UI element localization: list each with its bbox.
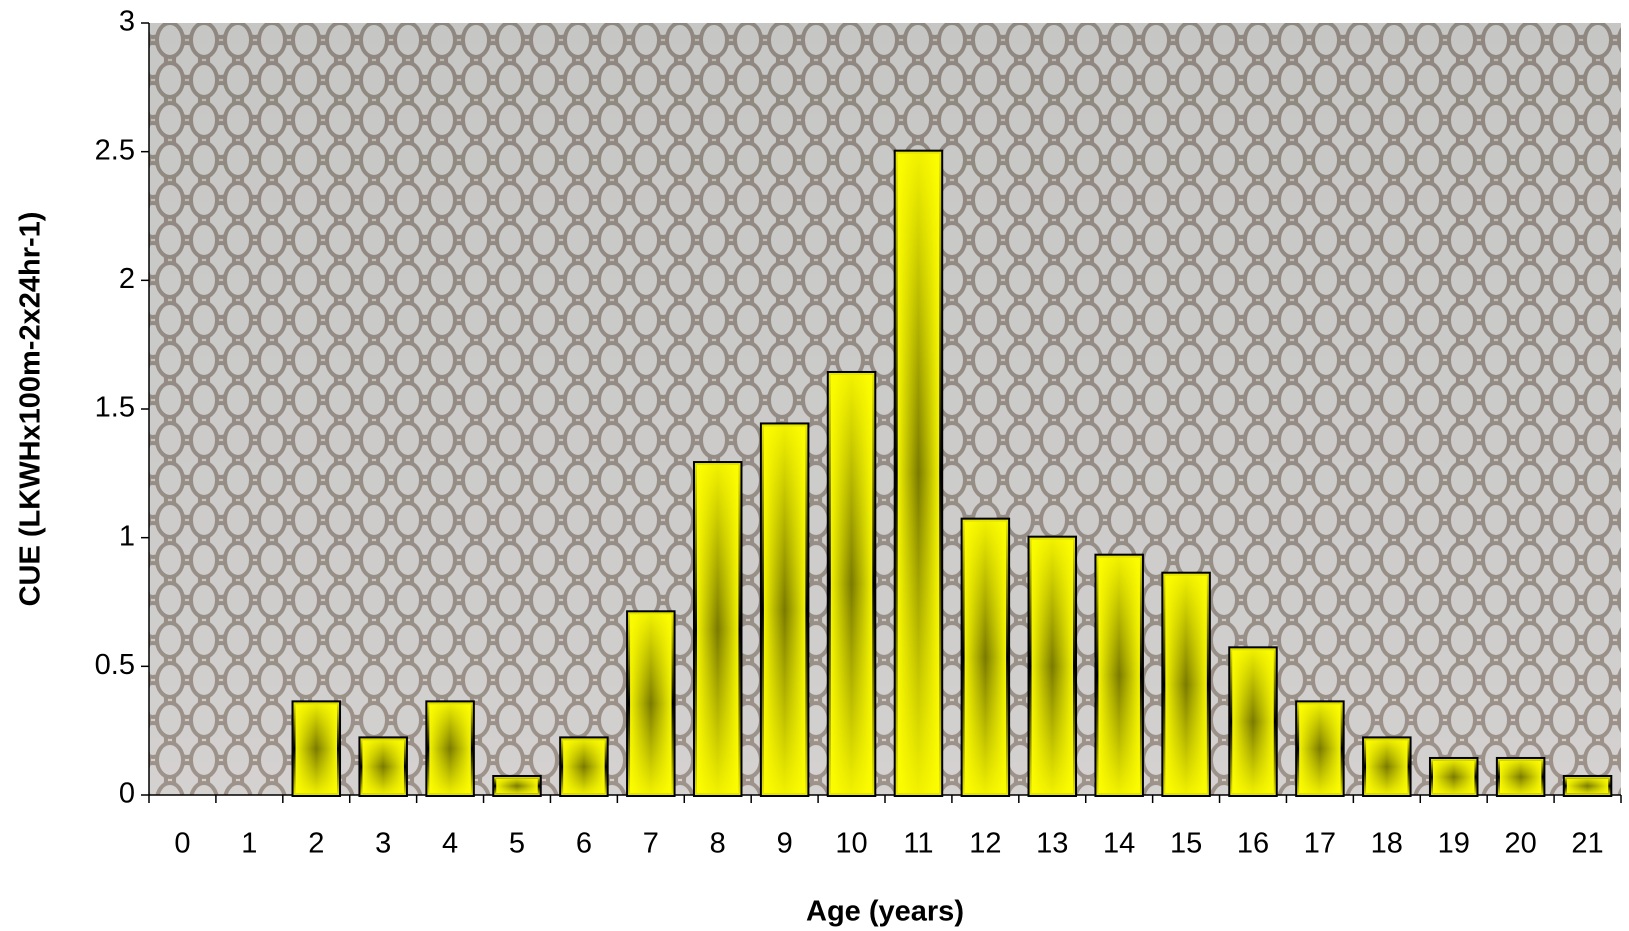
- y-tick-label: 3: [119, 6, 135, 38]
- x-tick-label: 9: [777, 828, 793, 860]
- plot-texture: [149, 23, 1621, 795]
- bar-shine: [895, 151, 942, 795]
- bar-shine: [1364, 738, 1410, 795]
- bar-shine: [1297, 702, 1343, 795]
- bar-shine: [427, 702, 473, 795]
- bar-shine: [694, 463, 741, 795]
- x-tick-label: 4: [442, 828, 458, 860]
- x-tick-label: 2: [308, 828, 324, 860]
- x-tick-label: 0: [174, 828, 190, 860]
- bar-shine: [1430, 758, 1477, 795]
- x-tick-label: 3: [375, 828, 391, 860]
- x-tick-label: 17: [1304, 828, 1336, 860]
- x-tick-label: 12: [969, 828, 1001, 860]
- bar-shine: [1163, 573, 1209, 795]
- y-tick-label: 0.5: [95, 649, 135, 681]
- bar-shine: [494, 776, 540, 795]
- bar-shine: [1230, 648, 1276, 795]
- x-tick-label: 14: [1103, 828, 1135, 860]
- bar-shine: [628, 612, 674, 795]
- x-tick-label: 18: [1371, 828, 1403, 860]
- x-tick-label: 20: [1505, 828, 1537, 860]
- x-tick-label: 13: [1036, 828, 1068, 860]
- x-tick-label: 1: [241, 828, 257, 860]
- bar-shine: [828, 372, 875, 795]
- bar-shine: [1564, 776, 1611, 795]
- x-tick-label: 11: [903, 828, 933, 860]
- x-tick-label: 8: [710, 828, 726, 860]
- x-tick-label: 5: [509, 828, 525, 860]
- x-tick-label: 6: [576, 828, 592, 860]
- bar-shine: [962, 519, 1009, 795]
- bar-shine: [1029, 537, 1076, 795]
- bar-shine: [1096, 555, 1142, 795]
- x-axis-title: Age (years): [806, 896, 964, 928]
- bar-shine: [360, 738, 406, 795]
- x-tick-label: 19: [1438, 828, 1470, 860]
- y-tick-label: 0: [119, 778, 135, 810]
- x-tick-label: 10: [835, 828, 867, 860]
- bar-shine: [561, 738, 607, 795]
- x-tick-label: 15: [1170, 828, 1202, 860]
- x-tick-label: 7: [643, 828, 659, 860]
- bar-shine: [293, 702, 340, 795]
- y-tick-label: 1.5: [95, 392, 135, 424]
- y-tick-label: 1: [119, 520, 135, 552]
- x-tick-label: 21: [1571, 828, 1603, 860]
- y-axis-title: CUE (LKWHx100m-2x24hr-1): [15, 212, 47, 607]
- x-tick-label: 16: [1237, 828, 1269, 860]
- y-tick-label: 2.5: [95, 134, 135, 166]
- y-tick-label: 2: [119, 263, 135, 295]
- bar-shine: [761, 424, 808, 795]
- bar-shine: [1497, 758, 1544, 795]
